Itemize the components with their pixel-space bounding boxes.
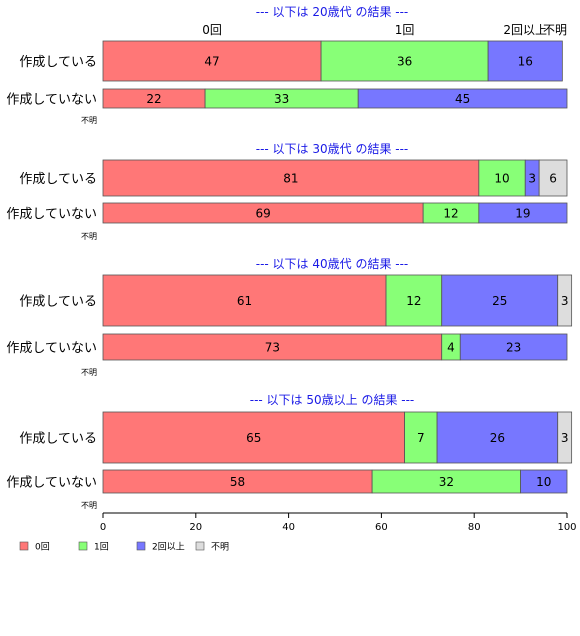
bar-segment-1-0-1	[478, 159, 526, 197]
legend-label-1: 1回	[94, 542, 109, 553]
header-label-3: 不明	[543, 23, 567, 37]
legend-swatch-1	[78, 541, 88, 551]
bar-value-label-3-0-1: 7	[417, 431, 425, 445]
unknown-row-label-0: 不明	[81, 116, 97, 125]
bar-segment-2-0-3	[557, 274, 573, 327]
bar-value-label-2-0-1: 12	[406, 294, 421, 308]
bar-value-label-3-0-3: 3	[561, 431, 569, 445]
row-label-1-1: 作成していない	[6, 207, 97, 222]
bar-segment-3-0-3	[557, 411, 573, 464]
bar-value-label-0-0-1: 36	[397, 55, 412, 69]
x-tick-label-2: 40	[282, 522, 295, 533]
bar-value-label-3-1-0: 58	[230, 475, 245, 489]
bar-segment-1-0-3	[538, 159, 568, 197]
bar-segment-3-1-2	[520, 469, 568, 494]
bar-segment-2-0-1	[385, 274, 443, 327]
bar-segment-3-0-0	[102, 411, 406, 464]
header-label-1: 1回	[395, 23, 415, 37]
bar-segment-0-0-0	[102, 40, 322, 82]
legend-label-3: 不明	[211, 542, 229, 553]
x-tick-label-3: 60	[375, 522, 388, 533]
bar-value-label-0-1-1: 33	[274, 92, 289, 106]
bar-value-label-1-1-1: 12	[443, 207, 458, 221]
bar-value-label-2-1-1: 4	[447, 341, 455, 355]
bar-segment-3-0-1	[404, 411, 438, 464]
bar-value-label-1-0-2: 3	[528, 172, 536, 186]
bar-value-label-2-0-0: 61	[237, 294, 252, 308]
unknown-row-label-2: 不明	[81, 368, 97, 377]
legend-label-2: 2回以上	[152, 542, 185, 553]
row-label-3-0: 作成している	[19, 432, 97, 447]
bar-segment-0-0-1	[320, 40, 489, 82]
bar-value-label-0-1-0: 22	[146, 92, 161, 106]
bar-segment-0-0-2	[487, 40, 563, 82]
bar-segment-1-0-0	[102, 159, 480, 197]
bar-value-label-0-0-2: 16	[518, 55, 533, 69]
bar-segment-0-1-2	[357, 88, 568, 109]
group-title-1: --- 以下は 30歳代 の結果 ---	[256, 142, 409, 156]
bar-segment-2-1-0	[102, 333, 443, 361]
bar-segment-3-0-2	[436, 411, 559, 464]
bar-value-label-3-0-0: 65	[246, 431, 261, 445]
header-label-0: 0回	[202, 23, 222, 37]
bar-segment-2-0-2	[441, 274, 559, 327]
x-tick-label-1: 20	[189, 522, 202, 533]
bar-value-label-0-0-0: 47	[204, 55, 219, 69]
group-title-2: --- 以下は 40歳代 の結果 ---	[256, 257, 409, 271]
row-label-3-1: 作成していない	[6, 476, 97, 491]
unknown-row-label-3: 不明	[81, 501, 97, 510]
bar-value-label-1-0-3: 6	[549, 172, 557, 186]
bar-segment-1-1-2	[478, 202, 568, 224]
row-label-1-0: 作成している	[19, 172, 97, 187]
bar-value-label-2-0-3: 3	[561, 294, 569, 308]
bar-value-label-1-1-0: 69	[255, 207, 270, 221]
bar-value-label-2-1-0: 73	[265, 341, 280, 355]
bar-value-label-1-0-1: 10	[494, 172, 509, 186]
row-label-2-0: 作成している	[19, 295, 97, 310]
x-tick-label-0: 0	[100, 522, 106, 533]
legend-swatch-2	[136, 541, 146, 551]
row-label-0-0: 作成している	[19, 55, 97, 70]
legend-swatch-3	[195, 541, 205, 551]
bar-value-label-0-1-2: 45	[455, 92, 470, 106]
row-label-2-1: 作成していない	[6, 341, 97, 356]
bar-value-label-1-1-2: 19	[515, 207, 530, 221]
legend-swatch-0	[19, 541, 29, 551]
bar-value-label-3-1-2: 10	[536, 475, 551, 489]
bar-value-label-2-1-2: 23	[506, 341, 521, 355]
bar-value-label-3-1-1: 32	[439, 475, 454, 489]
x-tick-label-4: 80	[468, 522, 481, 533]
bar-value-label-3-0-2: 26	[490, 431, 505, 445]
bar-value-label-1-0-0: 81	[283, 172, 298, 186]
bar-segment-2-1-2	[459, 333, 568, 361]
x-tick-label-5: 100	[557, 522, 576, 533]
row-label-0-1: 作成していない	[6, 93, 97, 108]
header-label-2: 2回以上	[503, 23, 547, 37]
legend-label-0: 0回	[35, 542, 50, 553]
bar-value-label-2-0-2: 25	[492, 294, 507, 308]
group-title-0: --- 以下は 20歳代 の結果 ---	[256, 5, 409, 19]
unknown-row-label-1: 不明	[81, 232, 97, 241]
group-title-3: --- 以下は 50歳以上 の結果 ---	[250, 393, 415, 407]
